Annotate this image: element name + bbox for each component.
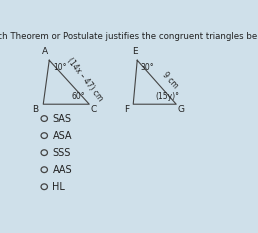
Text: (15y)°: (15y)°	[155, 92, 179, 101]
Text: 60°: 60°	[71, 92, 85, 101]
Text: E: E	[132, 47, 138, 56]
Text: SSS: SSS	[52, 148, 71, 158]
Text: B: B	[33, 106, 39, 114]
Text: A: A	[42, 47, 48, 56]
Text: HL: HL	[52, 182, 65, 192]
Text: SAS: SAS	[52, 113, 71, 123]
Text: G: G	[178, 106, 185, 114]
Text: AAS: AAS	[52, 165, 72, 175]
Text: 30°: 30°	[141, 63, 155, 72]
Text: 9 cm: 9 cm	[160, 70, 180, 90]
Text: ASA: ASA	[52, 131, 72, 140]
Text: C: C	[91, 106, 97, 114]
Text: (14x – 47) cm: (14x – 47) cm	[65, 56, 104, 103]
Text: F: F	[124, 106, 129, 114]
Text: Which Theorem or Postulate justifies the congruent triangles below? *: Which Theorem or Postulate justifies the…	[0, 32, 258, 41]
Text: 10°: 10°	[53, 63, 67, 72]
